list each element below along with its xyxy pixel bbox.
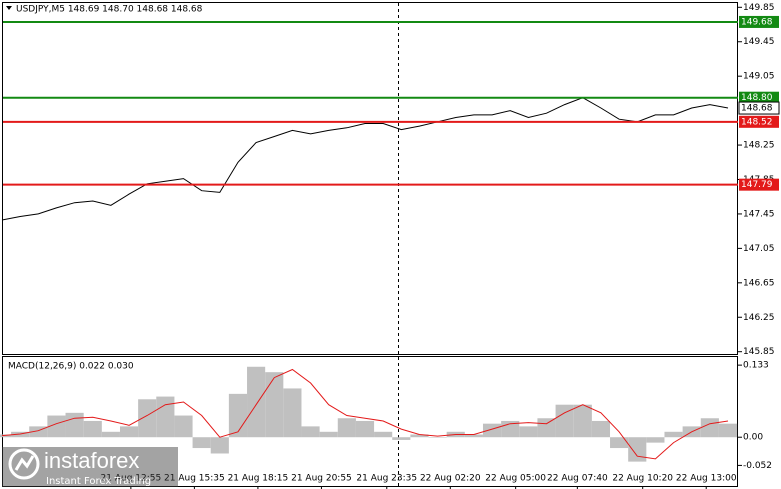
y-tick-label: 145.85	[743, 347, 775, 357]
x-tick-label: 22 Aug 13:00	[676, 474, 737, 484]
histogram-bar	[156, 396, 175, 438]
histogram-bar	[410, 434, 429, 438]
y-tick-label: 0.00	[743, 433, 763, 443]
histogram-bar	[83, 420, 102, 438]
x-tick-label: 22 Aug 07:40	[547, 474, 608, 484]
logo	[8, 448, 40, 480]
histogram-bar	[0, 434, 12, 438]
histogram-bar	[47, 415, 66, 438]
histogram-bar	[319, 431, 338, 438]
menu-arrow	[6, 6, 12, 10]
histogram-bar	[247, 366, 266, 438]
level-label: 147.79	[741, 180, 773, 190]
level-tag	[739, 15, 779, 28]
histogram-bar	[610, 437, 629, 449]
watermark-brand: instaforex	[44, 448, 139, 473]
histogram-bar	[228, 393, 248, 438]
x-tick-label: 21 Aug 23:35	[356, 474, 417, 484]
histogram-bar	[537, 418, 556, 438]
price-line	[1, 97, 729, 221]
histogram-bar	[283, 388, 302, 438]
y-tick-label: -0.052	[743, 461, 772, 471]
last-price-label: 148.68	[741, 104, 773, 114]
x-tick-label: 21 Aug 12:55	[101, 474, 162, 484]
histogram-bar	[664, 431, 683, 438]
price-frame	[2, 2, 738, 355]
histogram-bar	[428, 437, 447, 438]
histogram-bar	[355, 420, 375, 438]
histogram-bar	[119, 426, 139, 438]
y-tick-label: 149.05	[743, 72, 775, 82]
x-tick-label: 21 Aug 20:55	[291, 474, 352, 484]
last-price-tag	[738, 101, 780, 115]
y-tick-label: 0.133	[743, 361, 769, 371]
histogram-bar	[337, 418, 356, 438]
histogram-bar	[11, 431, 30, 438]
level-tag	[739, 91, 779, 104]
histogram-bar	[265, 372, 284, 438]
logo-mark	[14, 455, 35, 471]
y-tick-label: 146.25	[743, 313, 775, 323]
level-label: 149.68	[741, 17, 773, 27]
x-tick-label: 22 Aug 05:00	[485, 474, 546, 484]
level-label: 148.80	[741, 93, 773, 103]
x-tick-label: 22 Aug 02:20	[420, 474, 481, 484]
histogram-bar	[392, 437, 411, 440]
histogram-bar	[192, 437, 211, 449]
histogram-bar	[628, 437, 647, 462]
level-tag	[739, 178, 779, 191]
x-tick-label: 22 Aug 10:20	[612, 474, 673, 484]
macd-frame	[2, 356, 738, 487]
y-tick-label: 147.45	[743, 209, 775, 219]
histogram-bar	[174, 415, 193, 438]
x-tick-label: 21 Aug 15:35	[164, 474, 225, 484]
y-tick-label: 146.65	[743, 278, 775, 288]
y-tick-label: 147.05	[743, 244, 775, 254]
histogram-bar	[29, 426, 48, 438]
y-tick-label: 149.45	[743, 37, 775, 47]
histogram-bar	[301, 426, 320, 438]
signal-line	[1, 368, 729, 460]
y-tick-label: 149.85	[743, 3, 775, 13]
histogram-bar	[519, 426, 538, 438]
histogram-bar	[101, 431, 120, 438]
level-label: 148.52	[741, 117, 773, 127]
histogram-bar	[700, 418, 719, 438]
histogram-bar	[374, 431, 393, 438]
histogram-bar	[482, 423, 502, 438]
histogram-bar	[591, 420, 611, 438]
watermark-tagline: Instant Forex Trading	[46, 476, 151, 487]
y-tick-label: 148.25	[743, 141, 775, 151]
histogram-bar	[718, 423, 738, 438]
level-tag	[739, 115, 779, 128]
watermark: instaforex Instant Forex Trading	[2, 447, 178, 487]
histogram-bar	[210, 437, 229, 454]
histogram-bar	[65, 412, 84, 438]
histogram-bar	[646, 437, 665, 443]
histogram-bar	[573, 404, 592, 438]
price-title: USDJPY,M5 148.69 148.70 148.68 148.68	[16, 5, 203, 15]
macd-title: MACD(12,26,9) 0.022 0.030	[8, 362, 134, 372]
histogram-bar	[464, 434, 483, 438]
histogram-bar	[138, 399, 157, 438]
histogram-bar	[555, 404, 574, 438]
x-tick-label: 21 Aug 18:15	[228, 474, 289, 484]
